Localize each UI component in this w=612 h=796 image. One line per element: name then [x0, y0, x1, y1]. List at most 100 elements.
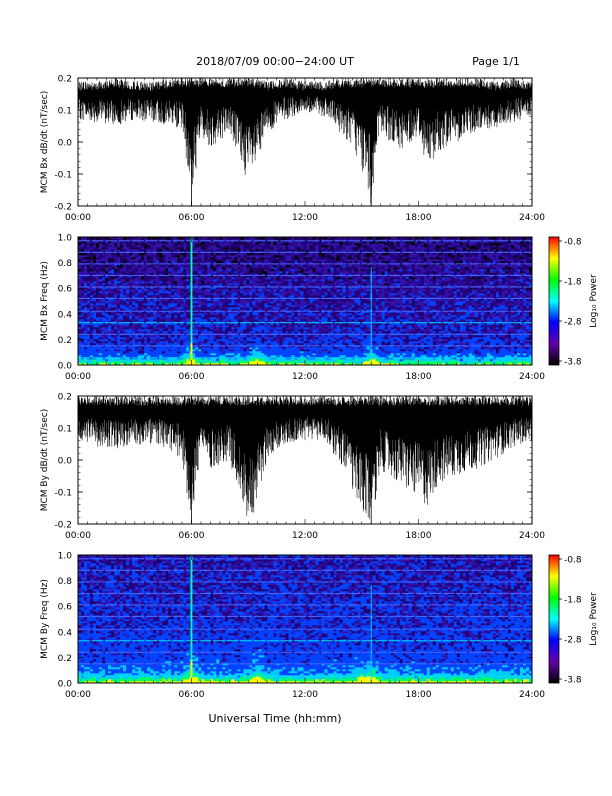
- spectrogram-cell: [105, 347, 108, 349]
- spectrogram-cell: [153, 319, 156, 321]
- spectrogram-cell: [90, 257, 93, 259]
- spectrogram-cell: [294, 289, 297, 291]
- spectrogram-cell: [171, 247, 174, 249]
- spectrogram-cell: [219, 279, 222, 281]
- spectrogram-cell: [234, 265, 237, 267]
- spectrogram-cell: [171, 255, 174, 257]
- spectrogram-cell: [231, 325, 234, 327]
- spectrogram-cell: [237, 313, 240, 315]
- spectrogram-cell: [183, 295, 186, 297]
- spectrogram-cell: [177, 249, 180, 251]
- spectrogram-cell: [243, 293, 246, 295]
- spectrogram-cell: [273, 329, 276, 331]
- spectrogram-cell: [138, 277, 141, 279]
- spectrogram-cell: [102, 337, 105, 339]
- spectrogram-cell: [237, 295, 240, 297]
- spectrogram-cell: [267, 303, 270, 305]
- spectrogram-cell: [294, 305, 297, 307]
- spectrogram-cell: [279, 353, 282, 355]
- spectrogram-cell: [264, 323, 267, 325]
- spectrogram-cell: [129, 261, 132, 263]
- spectrogram-cell: [114, 341, 117, 343]
- spectrogram-cell: [246, 325, 249, 327]
- spectrogram-cell: [177, 283, 180, 285]
- spectrogram-cell: [96, 319, 99, 321]
- spectrogram-cell: [108, 337, 111, 339]
- spectrogram-cell: [168, 279, 171, 281]
- spectrogram-cell: [264, 247, 267, 249]
- spectrogram-cell: [240, 325, 243, 327]
- spectrogram-cell: [288, 341, 291, 343]
- spectrogram-cell: [96, 255, 99, 257]
- spectrogram-cell: [252, 255, 255, 257]
- spectrogram-cell: [279, 313, 282, 315]
- spectrogram-cell: [117, 291, 120, 293]
- spectrogram-cell: [99, 323, 102, 325]
- spectrogram-cell: [279, 303, 282, 305]
- spectrogram-cell: [291, 341, 294, 343]
- spectrogram-cell: [225, 283, 228, 285]
- spectrogram-cell: [96, 259, 99, 261]
- spectrogram-cell: [171, 257, 174, 259]
- spectrogram-cell: [144, 329, 147, 331]
- spectrogram-cell: [129, 295, 132, 297]
- spectrogram-cell: [165, 269, 168, 271]
- spectrogram-cell: [192, 257, 195, 259]
- spectrogram-cell: [141, 331, 144, 333]
- spectrogram-cell: [159, 277, 162, 279]
- spectrogram-cell: [279, 269, 282, 271]
- spectrogram-cell: [201, 245, 204, 247]
- spectrogram-cell: [84, 351, 87, 353]
- spectrogram-cell: [276, 319, 279, 321]
- spectrogram-cell: [153, 257, 156, 259]
- spectrogram-cell: [261, 323, 264, 325]
- spectrogram-cell: [108, 277, 111, 279]
- spectrogram-cell: [304, 353, 307, 355]
- spectrogram-cell: [258, 355, 261, 357]
- spectrogram-cell: [129, 329, 132, 331]
- spectrogram-cell: [267, 329, 270, 331]
- spectrogram-cell: [255, 313, 258, 315]
- spectrogram-cell: [153, 305, 156, 307]
- spectrogram-cell: [249, 327, 252, 329]
- spectrogram-cell: [213, 349, 216, 351]
- spectrogram-cell: [87, 299, 90, 301]
- spectrogram-cell: [141, 281, 144, 283]
- spectrogram-cell: [210, 249, 213, 251]
- spectrogram-cell: [228, 295, 231, 297]
- spectrogram-cell: [105, 259, 108, 261]
- spectrogram-cell: [216, 353, 219, 355]
- spectrogram-cell: [108, 335, 111, 337]
- spectrogram-cell: [279, 349, 282, 351]
- spectrogram-cell: [81, 329, 84, 331]
- spectrogram-cell: [273, 271, 276, 273]
- spectrogram-cell: [255, 283, 258, 285]
- spectrogram-cell: [162, 307, 165, 309]
- spectrogram-cell: [279, 335, 282, 337]
- spectrogram-cell: [219, 329, 222, 331]
- spectrogram-cell: [186, 301, 189, 303]
- spectrogram-cell: [204, 303, 207, 305]
- spectrogram-cell: [246, 295, 249, 297]
- spectrogram-cell: [291, 289, 294, 291]
- spectrogram-cell: [117, 255, 120, 257]
- spectrogram-cell: [99, 247, 102, 249]
- spectrogram-cell: [240, 249, 243, 251]
- spectrogram-cell: [87, 303, 90, 305]
- spectrogram-cell: [240, 313, 243, 315]
- spectrogram-cell: [81, 307, 84, 309]
- spectrogram-cell: [249, 351, 252, 353]
- spectrogram-cell: [153, 353, 156, 355]
- spectrogram-cell: [111, 293, 114, 295]
- spectrogram-cell: [90, 315, 93, 317]
- spectrogram-cell: [87, 277, 90, 279]
- spectrogram-cell: [129, 327, 132, 329]
- spectrogram-cell: [147, 317, 150, 319]
- spectrogram-cell: [222, 259, 225, 261]
- spectrogram-cell: [291, 291, 294, 293]
- spectrogram-cell: [273, 349, 276, 351]
- spectrogram-cell: [198, 359, 201, 361]
- spectrogram-cell: [90, 271, 93, 273]
- spectrogram-cell: [228, 359, 231, 361]
- spectrogram-cell: [291, 313, 294, 315]
